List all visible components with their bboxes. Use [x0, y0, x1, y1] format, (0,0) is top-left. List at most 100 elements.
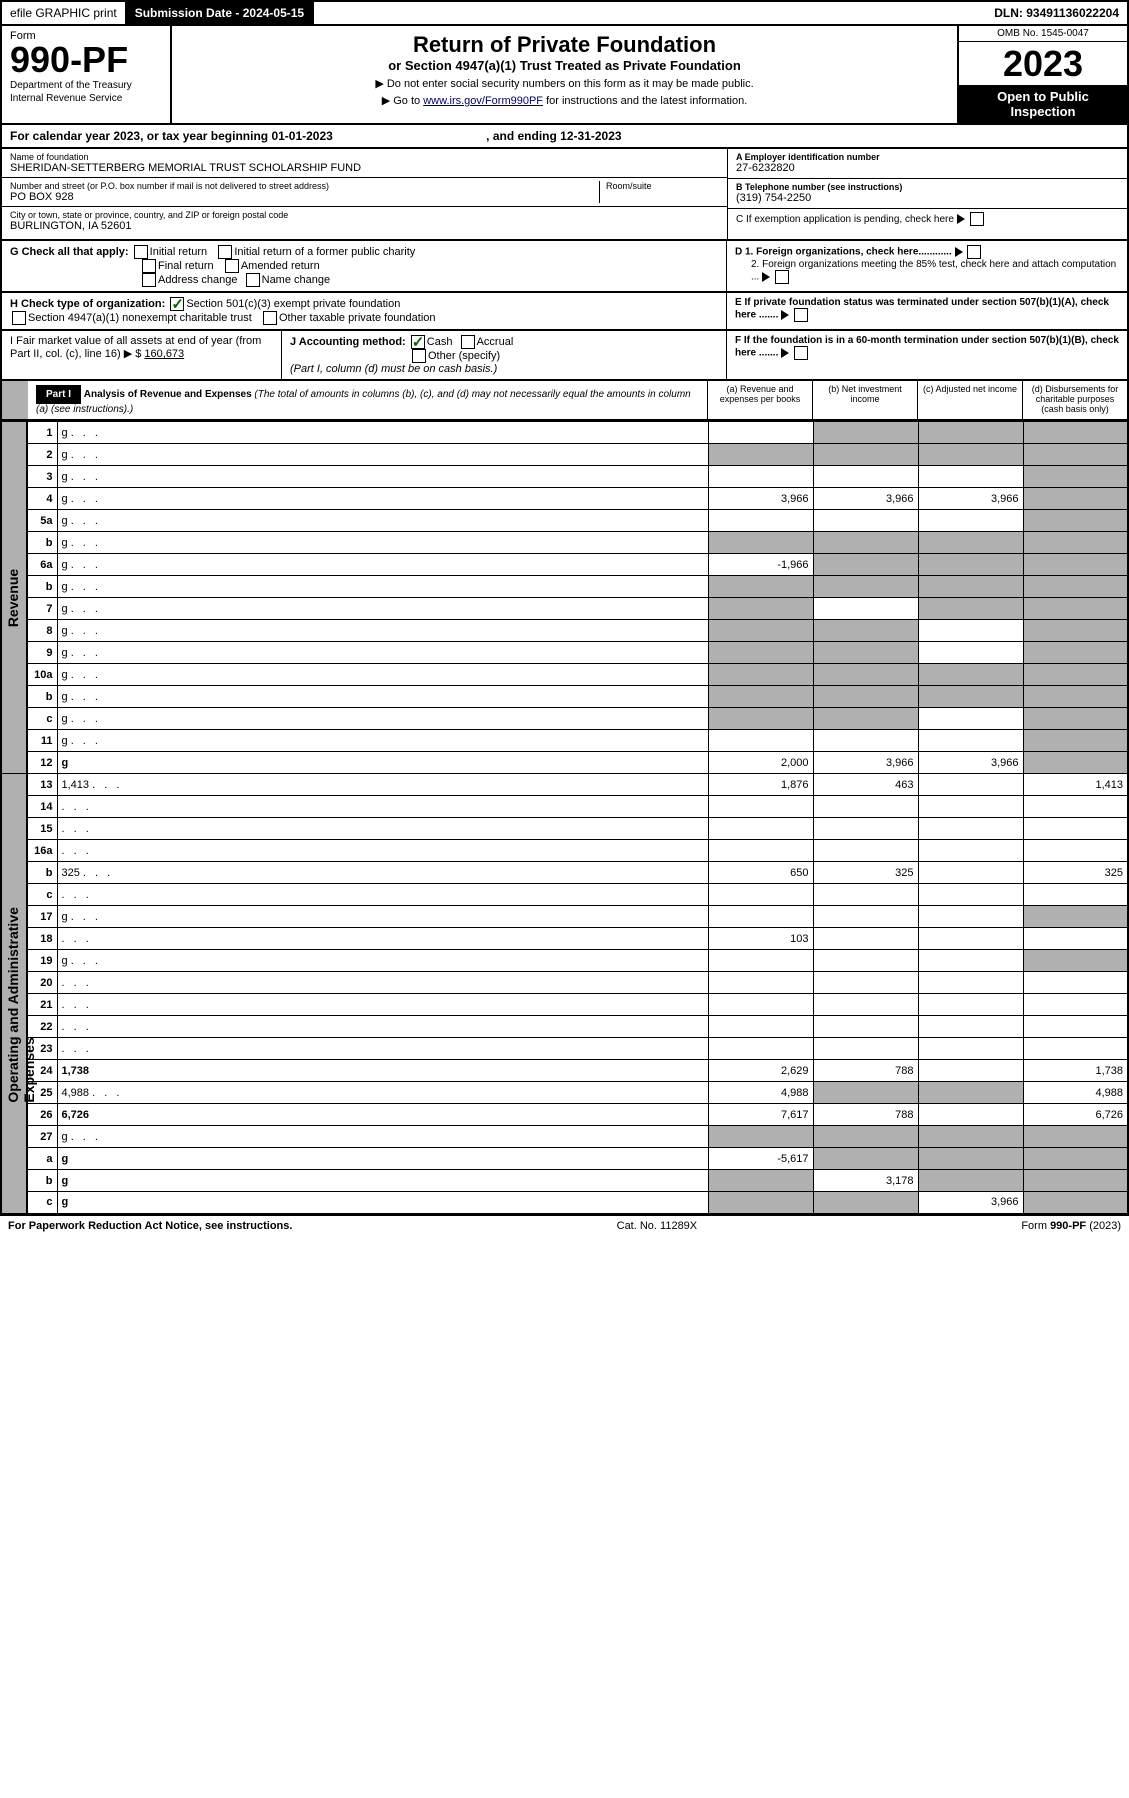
line-number: 10a [27, 664, 57, 686]
revenue-side: Revenue [1, 422, 27, 774]
c-checkbox[interactable] [970, 212, 984, 226]
cell-d [1023, 994, 1128, 1016]
line-desc: . . . [57, 1016, 708, 1038]
cell-a [708, 532, 813, 554]
cell-b: 788 [813, 1060, 918, 1082]
cell-a: 4,988 [708, 1082, 813, 1104]
c-cell: C If exemption application is pending, c… [728, 209, 1127, 239]
line-desc: g [57, 1192, 708, 1214]
table-row: 3g . . . [1, 466, 1128, 488]
line-desc: g . . . [57, 620, 708, 642]
footer-right: Form 990-PF (2023) [1021, 1220, 1121, 1232]
line-desc: g . . . [57, 686, 708, 708]
d1-text: D 1. Foreign organizations, check here..… [735, 247, 952, 258]
phone-label: B Telephone number (see instructions) [736, 182, 1119, 192]
g-initial-former[interactable] [218, 245, 232, 259]
line-desc: . . . [57, 884, 708, 906]
cell-d [1023, 466, 1128, 488]
line-desc: . . . [57, 818, 708, 840]
cell-c [918, 554, 1023, 576]
line-number: b [27, 532, 57, 554]
line-desc: g [57, 1170, 708, 1192]
g-addr[interactable] [142, 273, 156, 287]
footer: For Paperwork Reduction Act Notice, see … [0, 1215, 1129, 1236]
table-row: 2g . . . [1, 444, 1128, 466]
j-accrual[interactable] [461, 335, 475, 349]
g-amended[interactable] [225, 259, 239, 273]
line-desc: 6,726 [57, 1104, 708, 1126]
line-desc: g . . . [57, 598, 708, 620]
phone-cell: B Telephone number (see instructions) (3… [728, 179, 1127, 209]
table-row: 8g . . . [1, 620, 1128, 642]
line-number: c [27, 1192, 57, 1214]
table-row: 4g . . .3,9663,9663,966 [1, 488, 1128, 510]
table-row: 22 . . . [1, 1016, 1128, 1038]
cell-c [918, 642, 1023, 664]
d2-checkbox[interactable] [775, 270, 789, 284]
cell-b: 788 [813, 1104, 918, 1126]
cell-d [1023, 532, 1128, 554]
line-desc: g . . . [57, 906, 708, 928]
cell-a: -1,966 [708, 554, 813, 576]
efile-print[interactable]: efile GRAPHIC print [2, 2, 127, 24]
form-number: 990-PF [10, 42, 162, 78]
cell-a [708, 1038, 813, 1060]
cell-b: 3,178 [813, 1170, 918, 1192]
cal-begin: For calendar year 2023, or tax year begi… [10, 129, 333, 143]
e-checkbox[interactable] [794, 308, 808, 322]
cell-d [1023, 1148, 1128, 1170]
g-final[interactable] [142, 259, 156, 273]
h-4947[interactable] [12, 311, 26, 325]
table-row: 18 . . .103 [1, 928, 1128, 950]
g-row: G Check all that apply: Initial return I… [0, 241, 1129, 293]
line-number: 5a [27, 510, 57, 532]
g-opt0: Initial return [150, 246, 207, 258]
table-row: bg . . . [1, 532, 1128, 554]
foundation-name: SHERIDAN-SETTERBERG MEMORIAL TRUST SCHOL… [10, 162, 719, 174]
h-501c3[interactable] [170, 297, 184, 311]
cell-c: 3,966 [918, 488, 1023, 510]
arrow-icon [781, 310, 789, 320]
table-row: 11g . . . [1, 730, 1128, 752]
addr: PO BOX 928 [10, 191, 599, 203]
cell-b [813, 906, 918, 928]
open-public: Open to Public Inspection [959, 85, 1127, 123]
expenses-side: Operating and Administrative Expenses [1, 774, 27, 1214]
g-name[interactable] [246, 273, 260, 287]
line-number: 15 [27, 818, 57, 840]
h-other[interactable] [263, 311, 277, 325]
d1-checkbox[interactable] [967, 245, 981, 259]
j-cash[interactable] [411, 335, 425, 349]
j-note: (Part I, column (d) must be on cash basi… [290, 363, 497, 375]
cell-a [708, 840, 813, 862]
omb: OMB No. 1545-0047 [959, 26, 1127, 42]
f-checkbox[interactable] [794, 346, 808, 360]
cell-c [918, 730, 1023, 752]
cell-a: -5,617 [708, 1148, 813, 1170]
line-number: b [27, 862, 57, 884]
col-b: (b) Net investment income [812, 381, 917, 419]
g-initial[interactable] [134, 245, 148, 259]
cell-d [1023, 510, 1128, 532]
cell-b [813, 422, 918, 444]
col-a: (a) Revenue and expenses per books [707, 381, 812, 419]
line-desc: g . . . [57, 730, 708, 752]
city: BURLINGTON, IA 52601 [10, 220, 719, 232]
part-title: Analysis of Revenue and Expenses [84, 389, 252, 400]
cell-c [918, 576, 1023, 598]
cell-c [918, 532, 1023, 554]
line-number: 7 [27, 598, 57, 620]
form-link[interactable]: www.irs.gov/Form990PF [423, 95, 543, 107]
cell-c [918, 708, 1023, 730]
cell-a [708, 818, 813, 840]
cell-c [918, 1126, 1023, 1148]
cell-c [918, 1060, 1023, 1082]
table-row: 254,988 . . .4,9884,988 [1, 1082, 1128, 1104]
line-desc: 1,413 . . . [57, 774, 708, 796]
j-other[interactable] [412, 349, 426, 363]
foundation-name-cell: Name of foundation SHERIDAN-SETTERBERG M… [2, 149, 727, 178]
line-number: b [27, 1170, 57, 1192]
cell-a: 103 [708, 928, 813, 950]
j3-text: Other (specify) [428, 350, 500, 362]
cell-d [1023, 1192, 1128, 1214]
